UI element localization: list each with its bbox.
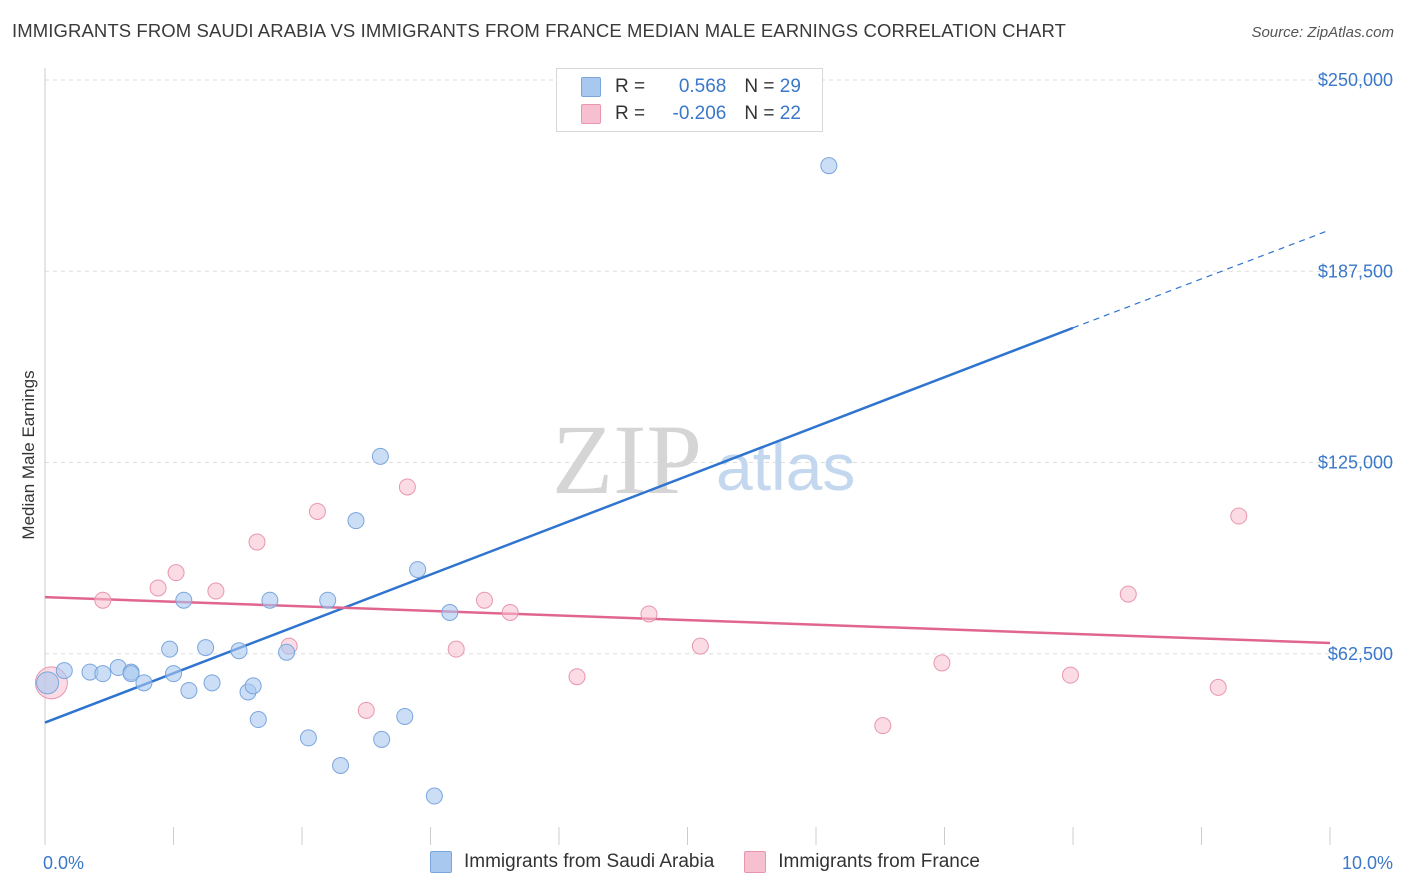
data-point [357,701,375,719]
data-point [1119,585,1137,603]
x-tick-labels: 0.0% 10.0% [43,853,1393,873]
data-points [34,157,1248,805]
data-point [475,591,493,609]
source-label: Source: ZipAtlas.com [1251,24,1394,41]
data-point [398,478,416,496]
y-tick-label: $250,000 [1318,70,1393,90]
data-point [409,561,427,579]
y-tick-label: $125,000 [1318,453,1393,473]
data-point [248,533,266,551]
data-point [1230,507,1248,525]
data-point [447,640,465,658]
data-point [691,637,709,655]
series-label-saudi: Immigrants from Saudi Arabia [464,851,715,872]
data-point [230,642,248,660]
y-tick-label: $187,500 [1318,261,1393,281]
data-point [197,639,215,657]
data-point [501,603,519,621]
legend-row-saudi: R = 0.568 N = 29 [581,74,801,100]
y-tick-labels: $62,500 $125,000 $187,500 $250,000 [1318,70,1393,664]
legend-row-france: R = -0.206 N = 22 [581,101,801,127]
legend-r-key: R = [615,76,651,97]
trend-line-projection [1072,229,1331,329]
legend-n-value: 29 [779,76,801,97]
legend-swatch-france [581,104,601,124]
data-point [319,591,337,609]
data-point [249,711,267,729]
data-point [308,502,326,520]
legend-n-value: 22 [779,103,801,124]
data-point [373,730,391,748]
y-tick-label: $62,500 [1328,644,1393,664]
trend-lines [44,229,1331,724]
x-tick-label: 0.0% [43,853,84,873]
data-point [94,665,112,683]
legend-n-key: N = [744,76,780,97]
data-point [933,654,951,672]
data-point [332,756,350,774]
data-point [203,674,221,692]
data-point [299,729,317,747]
data-point [122,665,140,683]
x-tick-label: 10.0% [1342,853,1393,873]
data-point [244,677,262,695]
legend-r-value: -0.206 [672,103,727,124]
data-point [1209,678,1227,696]
data-point [165,665,182,683]
data-point [347,512,365,530]
data-point [207,582,225,600]
legend-swatch-saudi [581,77,601,97]
grid-lines [45,79,1393,655]
series-label-france: Immigrants from France [778,851,980,872]
data-point [874,717,892,735]
data-point [161,640,179,658]
axes [44,68,1331,845]
data-point [396,707,414,725]
data-point [94,591,112,609]
correlation-legend: R = 0.568 N = 29 R = -0.206 N = 22 [556,68,823,132]
series-legend-saudi: Immigrants from Saudi Arabia [430,851,714,873]
data-point [820,157,838,175]
data-point [568,668,586,686]
legend-r-key: R = [615,103,651,124]
data-point [640,605,658,623]
watermark: ZIP atlas [552,404,855,515]
chart-title: IMMIGRANTS FROM SAUDI ARABIA VS IMMIGRAN… [12,20,1066,41]
data-point [167,564,185,582]
data-point [175,591,193,609]
legend-n-key: N = [744,103,780,124]
data-point [55,662,73,680]
trend-line [44,326,1074,724]
watermark-zip: ZIP [552,404,702,515]
data-point [441,603,459,621]
legend-r-value: 0.568 [678,76,727,97]
series-swatch-france [744,851,767,873]
data-point [135,674,153,692]
data-point [425,787,443,805]
data-point [149,579,167,597]
series-legend: Immigrants from Saudi Arabia Immigrants … [430,851,1010,873]
data-point [180,681,198,699]
data-point [261,591,279,609]
trend-line [44,595,1331,645]
data-point [36,671,60,695]
data-point [1061,666,1079,684]
series-legend-france: Immigrants from France [744,851,980,873]
series-swatch-saudi [430,851,452,873]
y-axis-label: Median Male Earnings [19,370,38,539]
data-point [278,643,296,661]
data-point [371,447,389,465]
watermark-atlas: atlas [716,430,855,504]
